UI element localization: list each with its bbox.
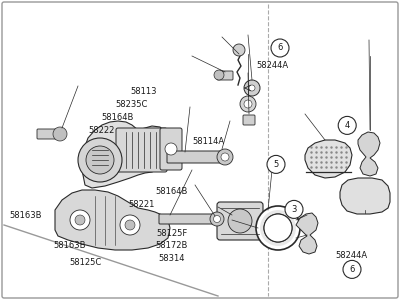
Circle shape [249,85,255,91]
Polygon shape [296,213,318,254]
Circle shape [165,143,177,155]
Circle shape [233,44,245,56]
Text: 58172B: 58172B [156,242,188,250]
Circle shape [240,96,256,112]
Text: 58221: 58221 [129,200,155,208]
Circle shape [214,70,224,80]
Circle shape [343,260,361,278]
Circle shape [53,127,67,141]
Circle shape [264,214,292,242]
Text: 58314: 58314 [159,254,185,263]
Circle shape [338,116,356,134]
Circle shape [260,210,296,246]
Circle shape [244,80,260,96]
Circle shape [125,220,135,230]
Text: 3: 3 [291,205,297,214]
Text: 58125C: 58125C [70,258,102,267]
Circle shape [210,212,224,226]
Circle shape [285,200,303,218]
Text: 58222: 58222 [89,126,115,135]
Polygon shape [305,140,352,178]
FancyBboxPatch shape [159,214,216,224]
Circle shape [78,138,122,182]
Circle shape [70,210,90,230]
FancyBboxPatch shape [37,129,61,139]
Text: 58164B: 58164B [102,112,134,122]
FancyBboxPatch shape [217,202,263,240]
Text: 58114A: 58114A [192,136,224,146]
FancyBboxPatch shape [116,128,167,172]
Circle shape [267,155,285,173]
Polygon shape [55,190,170,250]
FancyBboxPatch shape [167,151,224,163]
Text: 58235C: 58235C [116,100,148,109]
Circle shape [271,39,289,57]
Text: 58113: 58113 [130,87,156,96]
Text: 6: 6 [349,265,355,274]
Circle shape [221,153,229,161]
Circle shape [256,206,300,250]
Circle shape [86,146,114,174]
Text: 58244A: 58244A [256,61,288,70]
FancyBboxPatch shape [243,115,255,125]
Text: 4: 4 [344,121,350,130]
Circle shape [244,100,252,108]
FancyBboxPatch shape [217,71,233,80]
FancyBboxPatch shape [160,128,182,170]
Polygon shape [82,121,168,188]
Circle shape [120,215,140,235]
Circle shape [214,215,220,223]
Circle shape [217,149,233,165]
Text: 6: 6 [277,44,283,52]
Text: 58164B: 58164B [156,187,188,196]
FancyBboxPatch shape [2,2,398,298]
Text: 5: 5 [273,160,279,169]
Polygon shape [358,132,380,176]
Circle shape [75,215,85,225]
Text: 58163B: 58163B [10,212,42,220]
Text: 58125F: 58125F [156,229,188,238]
Circle shape [228,209,252,233]
Circle shape [264,214,292,242]
Polygon shape [340,178,390,214]
Text: 58163B: 58163B [54,242,86,250]
Text: 58244A: 58244A [335,250,367,260]
